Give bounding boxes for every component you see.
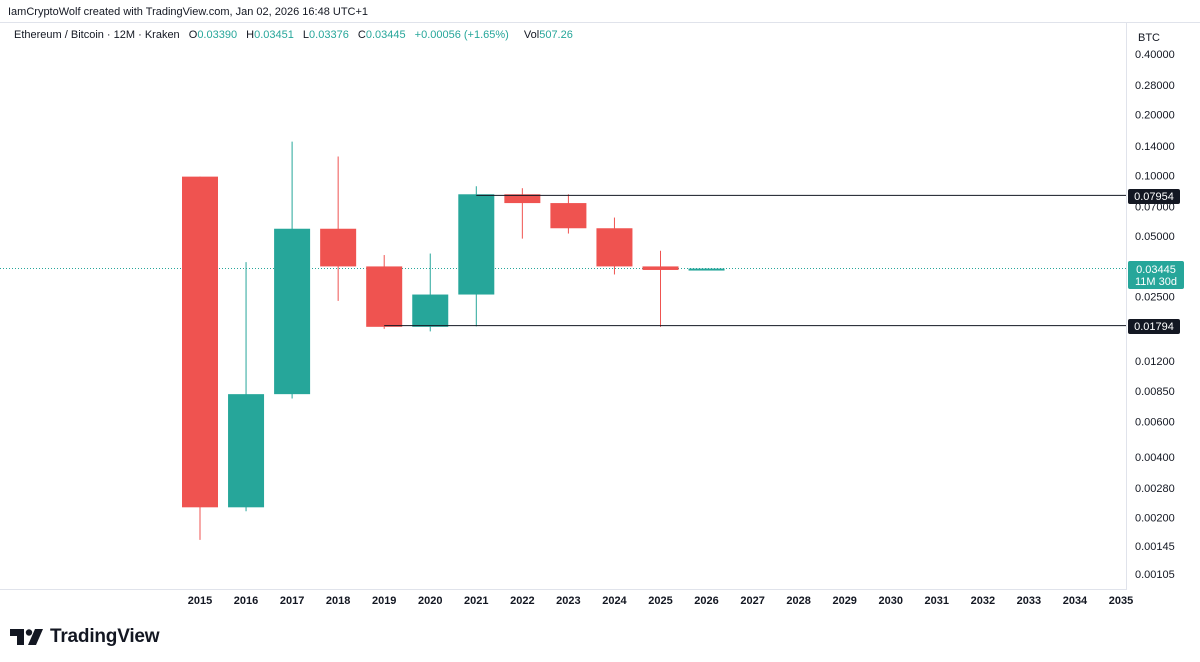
time-tick-label: 2030 — [879, 595, 903, 607]
candle-body-2019 — [366, 266, 403, 327]
time-tick-label: 2024 — [602, 595, 627, 607]
time-tick-label: 2018 — [326, 595, 350, 607]
time-tick-label: 2027 — [740, 595, 764, 607]
axis-currency-label: BTC — [1138, 32, 1160, 44]
price-tick-label: 0.07000 — [1135, 202, 1175, 214]
time-tick-label: 2019 — [372, 595, 396, 607]
price-tick-label: 0.02500 — [1135, 292, 1175, 304]
price-tick-label: 0.14000 — [1135, 141, 1175, 153]
price-tick-label: 0.00850 — [1135, 386, 1175, 398]
low-value: 0.03376 — [309, 29, 349, 41]
time-axis-divider — [0, 589, 1127, 590]
symbol-legend[interactable]: Ethereum / Bitcoin · 12M · Kraken O0.033… — [14, 29, 573, 41]
tradingview-logo-text: TradingView — [50, 626, 160, 647]
price-tick-label: 0.40000 — [1135, 49, 1175, 61]
high-value: 0.03451 — [254, 29, 294, 41]
tradingview-logo[interactable]: TradingView — [10, 626, 160, 648]
support-price-text: 0.01794 — [1134, 321, 1174, 333]
current-price-text: 0.03445 — [1136, 264, 1176, 276]
price-tick-label: 0.05000 — [1135, 231, 1175, 243]
time-tick-label: 2029 — [832, 595, 856, 607]
price-axis[interactable]: 0.40000 0.28000 0.20000 0.14000 0.10000 0.070… — [1135, 49, 1175, 581]
candle-body-2021 — [458, 194, 495, 295]
candle-body-2016 — [228, 394, 265, 508]
time-tick-label: 2022 — [510, 595, 534, 607]
time-tick-label: 2021 — [464, 595, 488, 607]
low-label: L — [302, 29, 310, 41]
time-tick-label: 2026 — [694, 595, 718, 607]
high-label: H — [246, 29, 255, 41]
current-price-tag: 0.03445 11M 30d — [1128, 261, 1184, 289]
price-tick-label: 0.10000 — [1135, 170, 1175, 182]
top-border — [0, 22, 1200, 23]
tradingview-logo-icon — [10, 629, 43, 645]
price-tick-label: 0.00400 — [1135, 452, 1175, 464]
open-value: 0.03390 — [197, 29, 238, 41]
candle-body-2018 — [320, 228, 357, 267]
time-tick-label: 2034 — [1063, 595, 1088, 607]
candle-body-2023 — [550, 203, 587, 229]
time-tick-label: 2020 — [418, 595, 442, 607]
price-axis-divider — [1126, 22, 1127, 590]
change-value: +0.00056 (+1.65%) — [414, 29, 509, 41]
candle-body-2024 — [596, 228, 633, 267]
candle-body-2015 — [182, 176, 218, 508]
price-tick-label: 0.00600 — [1135, 416, 1175, 428]
candle-body-2022 — [504, 194, 541, 204]
price-tick-label: 0.20000 — [1135, 110, 1175, 122]
candle-body-2017 — [274, 228, 311, 395]
open-label: O — [188, 29, 198, 41]
symbol-name[interactable]: Ethereum / Bitcoin · 12M · Kraken — [14, 29, 180, 41]
time-tick-label: 2023 — [556, 595, 580, 607]
candle-body-2026 — [688, 268, 725, 271]
close-label: C — [357, 29, 366, 41]
price-tick-label: 0.01200 — [1135, 356, 1175, 368]
time-tick-label: 2035 — [1109, 595, 1133, 607]
candles-layer — [182, 141, 725, 540]
time-tick-label: 2017 — [280, 595, 304, 607]
bar-countdown-text: 11M 30d — [1135, 276, 1177, 288]
price-tick-label: 0.00145 — [1135, 541, 1175, 553]
time-tick-label: 2033 — [1017, 595, 1041, 607]
time-axis[interactable]: 2015 2016 2017 2018 2019 2020 2021 2022 2023 2024… — [188, 595, 1133, 607]
candle-body-2020 — [412, 294, 449, 327]
time-tick-label: 2032 — [971, 595, 995, 607]
price-tick-label: 0.00200 — [1135, 513, 1175, 525]
price-tick-label: 0.00105 — [1135, 569, 1175, 581]
time-tick-label: 2028 — [786, 595, 810, 607]
chart-credit: IamCryptoWolf created with TradingView.c… — [8, 6, 369, 18]
horizontal-lines-layer[interactable] — [384, 194, 1126, 327]
time-tick-label: 2025 — [648, 595, 672, 607]
candle-body-2025 — [642, 266, 679, 270]
time-tick-label: 2031 — [925, 595, 949, 607]
resistance-price-text: 0.07954 — [1134, 191, 1174, 203]
volume-label: Vol — [523, 29, 540, 41]
support-price-tag: 0.01794 — [1128, 319, 1180, 334]
volume-value: 507.26 — [539, 29, 573, 41]
time-tick-label: 2016 — [234, 595, 258, 607]
price-tick-label: 0.00280 — [1135, 483, 1175, 495]
close-value: 0.03445 — [365, 29, 406, 41]
resistance-price-tag: 0.07954 — [1128, 189, 1180, 204]
time-tick-label: 2015 — [188, 595, 212, 607]
price-tick-label: 0.28000 — [1135, 80, 1175, 92]
